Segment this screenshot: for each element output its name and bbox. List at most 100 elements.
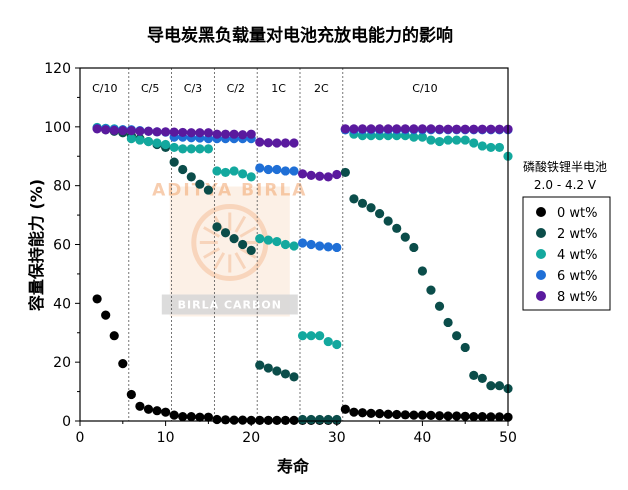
series-0-wt- <box>92 294 513 426</box>
y-axis-ticks: 0 20 40 60 80 100 120 <box>44 61 80 430</box>
data-point <box>494 142 505 153</box>
legend-marker <box>536 270 546 280</box>
data-point <box>426 135 436 145</box>
x-tick-label: 10 <box>157 430 175 446</box>
data-point <box>212 222 222 232</box>
data-point <box>460 411 470 421</box>
series-2-wt- <box>92 123 513 425</box>
data-point <box>306 414 316 425</box>
data-point <box>255 137 265 147</box>
y-tick-label: 100 <box>44 120 71 136</box>
data-point <box>443 317 453 328</box>
data-point <box>195 144 205 154</box>
data-point <box>349 194 359 204</box>
watermark-ray <box>234 215 247 233</box>
phase-label: 2C <box>314 82 329 95</box>
data-point <box>366 203 376 213</box>
data-point <box>383 124 393 134</box>
watermark-top-text: ADITYA BIRLA <box>152 181 307 201</box>
data-point <box>332 242 342 253</box>
data-point <box>263 164 273 175</box>
data-point <box>229 166 239 176</box>
legend-title: 磷酸铁锂半电池 2.0 - 4.2 V <box>523 159 607 192</box>
data-point <box>212 166 222 176</box>
data-point <box>280 369 291 379</box>
y-tick-label: 120 <box>44 61 71 77</box>
data-point <box>272 164 282 175</box>
x-tick-label: 0 <box>76 430 85 446</box>
data-point <box>118 359 128 369</box>
data-point <box>212 129 222 139</box>
data-point <box>229 234 239 244</box>
legend-marker <box>536 228 546 238</box>
y-tick-label: 20 <box>53 355 71 371</box>
data-point <box>135 135 145 145</box>
x-tick-label: 30 <box>328 430 346 446</box>
x-tick-label: 40 <box>413 430 431 446</box>
data-point <box>152 406 162 416</box>
data-point <box>143 404 154 414</box>
data-point <box>238 130 248 140</box>
watermark-bottom-text: BIRLA CARBON <box>178 299 282 312</box>
data-point <box>434 136 445 147</box>
data-point <box>169 142 179 153</box>
data-point <box>443 135 453 145</box>
data-point <box>246 245 256 255</box>
data-point <box>289 166 299 176</box>
data-point <box>272 236 282 247</box>
data-point <box>255 360 265 370</box>
data-point <box>434 124 445 134</box>
data-point <box>383 409 393 419</box>
data-point <box>409 132 419 142</box>
data-point <box>186 411 196 422</box>
data-point <box>349 407 359 417</box>
data-point <box>186 128 196 138</box>
legend-label: 6 wt% <box>557 269 598 284</box>
data-point <box>477 141 487 151</box>
data-point <box>297 169 308 179</box>
data-point <box>229 415 239 425</box>
data-point <box>212 414 222 425</box>
data-point <box>289 372 299 382</box>
data-point <box>152 127 162 137</box>
data-point <box>178 164 188 175</box>
data-point <box>152 138 162 148</box>
data-point <box>169 127 179 137</box>
data-point <box>220 167 231 178</box>
watermark-ray <box>234 252 247 270</box>
data-point <box>426 285 436 295</box>
data-point <box>272 138 282 148</box>
y-tick-label: 60 <box>53 238 71 254</box>
data-point <box>126 126 136 136</box>
legend-title-line: 磷酸铁锂半电池 <box>523 159 607 174</box>
y-tick-label: 40 <box>53 296 71 312</box>
data-point <box>272 366 282 376</box>
data-point <box>143 136 154 147</box>
data-point <box>452 411 462 421</box>
legend-label: 0 wt% <box>557 206 598 221</box>
watermark-ray <box>203 247 221 259</box>
data-point <box>169 157 179 167</box>
data-point <box>203 185 213 195</box>
data-point <box>477 411 487 422</box>
data-point <box>246 172 256 182</box>
chart-title: 导电炭黑负载量对电池充放电能力的影响 <box>147 25 453 46</box>
data-point <box>340 404 350 414</box>
data-point <box>297 238 308 248</box>
x-tick-label: 50 <box>499 430 517 446</box>
data-point <box>126 134 136 144</box>
data-point <box>289 241 299 251</box>
x-axis-ticks: 0 10 20 30 40 50 <box>76 421 517 446</box>
watermark-ray <box>239 226 257 238</box>
data-point <box>315 241 325 251</box>
data-point <box>220 228 231 238</box>
data-point <box>366 408 376 418</box>
data-point <box>477 124 487 134</box>
data-point <box>417 410 427 420</box>
data-point <box>417 124 427 134</box>
data-point <box>195 179 205 189</box>
data-point <box>306 239 316 250</box>
data-point <box>434 301 445 311</box>
data-point <box>332 414 342 425</box>
